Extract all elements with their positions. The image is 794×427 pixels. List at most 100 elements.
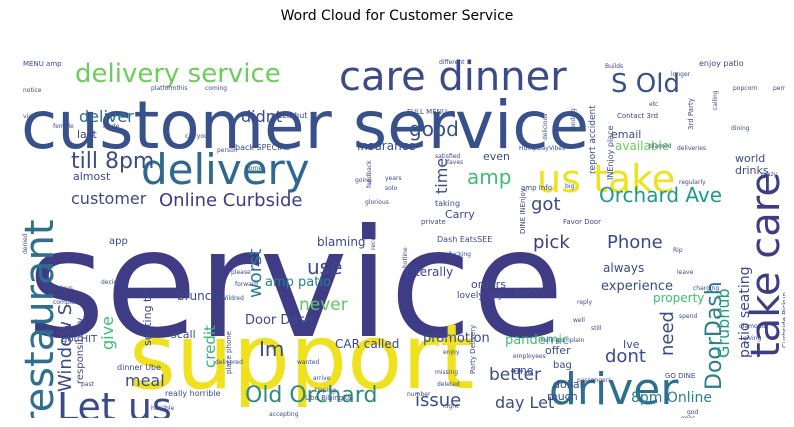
word-bag: bag — [553, 360, 572, 371]
word-leave: leave — [677, 269, 694, 276]
word-customer-service: customer service — [21, 87, 589, 164]
word-orchard-ave: Orchard Ave — [599, 183, 722, 207]
word-deleted: deleted — [437, 381, 460, 388]
word-drinks: drinks — [735, 164, 769, 177]
word-delicious: delicious — [542, 114, 549, 140]
word-full-menu: FULL MENU — [407, 108, 447, 116]
word-longer: longer — [671, 71, 691, 78]
word-didnt: didnt — [241, 107, 282, 126]
word-time: time — [432, 158, 451, 194]
word-seating-till: seating till — [141, 288, 154, 346]
word-diamond: diamond — [739, 323, 765, 330]
word-support: support — [129, 305, 475, 410]
word-solo: solo — [385, 185, 397, 192]
word-grubhub: Grubhub — [714, 288, 733, 358]
word-forward: forward — [235, 281, 258, 288]
word-one: one — [513, 364, 534, 377]
word-rip: Rip — [673, 247, 683, 254]
chart-title: Word Cloud for Customer Service — [280, 8, 514, 24]
word-scall: scall — [171, 328, 196, 341]
word-s-old: S Old — [611, 69, 680, 99]
word-past: past — [81, 381, 95, 388]
word-tailing: tailing — [541, 337, 560, 344]
word-door-dash: Door Dash — [245, 313, 313, 328]
word-window-s: Window S — [55, 304, 76, 392]
word-wanted: wanted — [297, 359, 319, 366]
word-amp-patio: amp patio — [265, 275, 331, 290]
word-regularly: regularly — [679, 179, 706, 186]
word-patio-seating: patio seating — [737, 267, 753, 359]
word-even: even — [483, 150, 510, 163]
word-responsibility: responsibility — [75, 317, 86, 384]
word-literally: Literally — [405, 265, 453, 279]
word-party-delivery: Party Delivery — [469, 325, 477, 374]
word-delivery-service: delivery service — [75, 59, 281, 89]
word-missing: missing — [435, 369, 458, 376]
word-via: via — [23, 113, 32, 120]
word-menu-amp: MENU amp — [23, 60, 62, 68]
word-meal: meal — [125, 371, 165, 390]
word-always: always — [603, 261, 644, 275]
word-blaming: blaming — [317, 235, 366, 249]
word-enjoy: enjoy — [443, 349, 460, 356]
word-complaint: complaint — [53, 299, 83, 306]
word-fucking: fucking — [449, 251, 471, 258]
word-complain: complain — [557, 337, 585, 344]
word-dollar: dollar — [553, 378, 585, 391]
word-decide: decide — [101, 279, 121, 286]
word-credit: credit — [201, 325, 219, 368]
word-need: need — [657, 311, 678, 356]
word-got-hit: got HIT — [61, 334, 98, 345]
word-body: body — [515, 288, 540, 299]
word-enjoy-patio: enjoy patio — [699, 59, 744, 68]
word-coming: coming — [205, 85, 227, 92]
word-us-take: us take — [537, 157, 675, 201]
word-reply: reply — [577, 299, 593, 306]
word-take-care: take care — [743, 172, 785, 358]
word-curbside-pickup: Curbside Pickup — [781, 292, 785, 348]
word-insurance: insurance — [357, 139, 416, 153]
word-notice: notice — [23, 87, 42, 94]
word-till-8pm: till 8pm — [71, 149, 154, 174]
word-passengers: passengers — [577, 377, 611, 384]
word-amp: amp — [467, 165, 511, 189]
word-customer: customer — [71, 189, 147, 208]
word-inenjoy-place: INEnjoy place — [606, 126, 615, 180]
word-denied: denied — [22, 233, 29, 254]
word-dont: dont — [605, 346, 646, 367]
word-tip: tip — [105, 415, 113, 418]
word-private: private — [421, 218, 446, 226]
word-much: much — [547, 390, 578, 403]
word-calling: calling — [712, 90, 719, 110]
word-really-horrible: really horrible — [165, 389, 221, 398]
word-ive: Ive — [623, 338, 640, 351]
word-amp-info: amp Info — [521, 184, 552, 192]
word-care-dinner: care dinner — [339, 54, 567, 100]
word-cloud-canvas: service customer service support care dinne… — [17, 54, 785, 418]
word-go-dine: GO DINE — [665, 372, 695, 380]
word-delivery: delivery — [141, 145, 310, 194]
word-pandemic: pandemic — [505, 333, 569, 348]
word-night: night — [443, 403, 459, 410]
word-8pm-online: 8pm Online — [631, 390, 712, 406]
word-world: world — [735, 152, 765, 165]
word-brunch: brunch — [177, 289, 219, 303]
word-favor-door: Favor Door — [563, 218, 601, 226]
word-never: never — [299, 295, 348, 315]
word-good: good — [409, 117, 459, 141]
word-phone: Phone — [607, 232, 663, 253]
word-promotion: promotion — [423, 331, 490, 346]
word-orders: orders — [471, 278, 506, 291]
word-female: female — [53, 123, 74, 130]
word-popcorn: popcorn — [733, 85, 758, 92]
word-pizza-hut: pizza hut — [271, 111, 307, 120]
word-give: give — [98, 316, 117, 350]
word-feedback: feedback — [366, 160, 373, 188]
word-big: big — [565, 183, 574, 190]
word-doordash: DoorDash — [702, 281, 727, 390]
word-property: property — [653, 291, 704, 305]
word-got: got — [531, 194, 561, 215]
word-lovely-day: lovely day — [457, 291, 504, 301]
word-weekdays: weekdays — [43, 285, 73, 292]
word-hotline: hotline — [402, 247, 409, 268]
